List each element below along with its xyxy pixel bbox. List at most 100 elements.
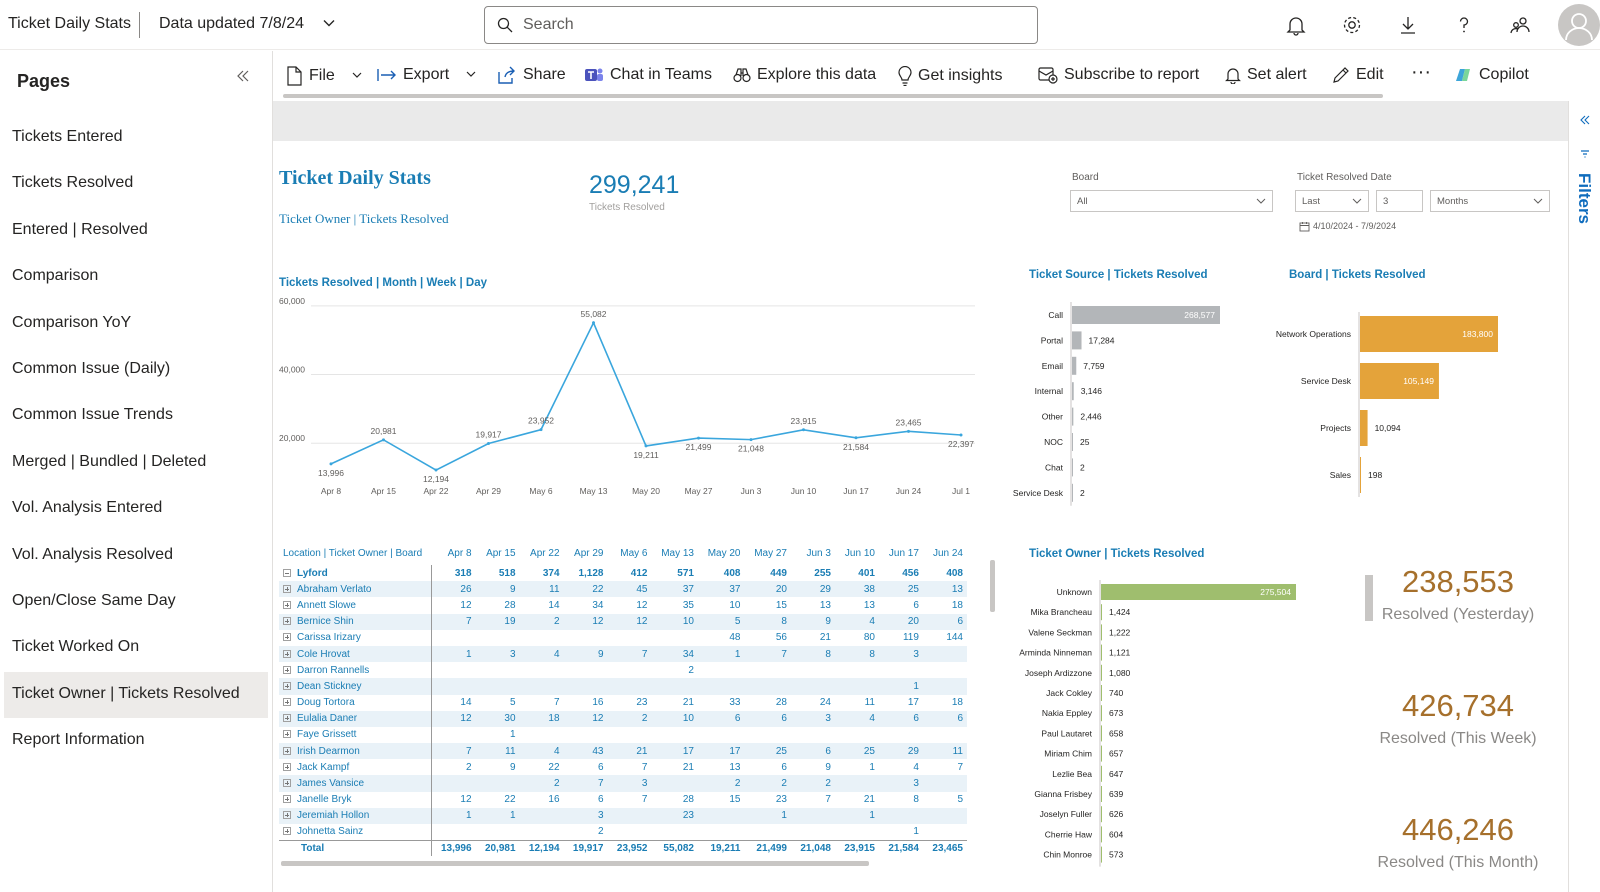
data-point[interactable]	[434, 468, 438, 472]
avatar[interactable]	[1558, 4, 1600, 46]
table-row[interactable]: Darron Rannells 2	[279, 662, 967, 679]
expand-icon[interactable]	[283, 795, 291, 804]
bar[interactable]	[1360, 457, 1361, 493]
matrix-column-header[interactable]: Apr 29	[574, 547, 604, 559]
expand-filters-icon[interactable]	[1580, 115, 1590, 125]
get-insights-button[interactable]: Get insights	[898, 66, 1002, 86]
bar[interactable]	[1072, 306, 1220, 324]
data-point[interactable]	[382, 438, 385, 442]
matrix-column-header[interactable]: May 27	[754, 547, 787, 559]
table-row[interactable]: Jeremiah Hollon 1 1 3 23 1 1	[279, 807, 967, 824]
matrix-total-row[interactable]: Total 13,996 20,981 12,194 19,917 23,952 55,08…	[279, 839, 967, 857]
expand-icon[interactable]	[283, 649, 291, 658]
toolbar-scrollbar[interactable]	[283, 94, 1383, 98]
page-item-ticket-owner-tickets-resolved[interactable]: Ticket Owner | Tickets Resolved	[0, 671, 268, 718]
page-item-comparison-yoy[interactable]: Comparison YoY	[12, 313, 132, 331]
export-menu[interactable]: Export	[377, 66, 477, 84]
page-item-open-close-same-day[interactable]: Open/Close Same Day	[12, 592, 176, 609]
page-item-merged-bundled-deleted[interactable]: Merged | Bundled | Deleted	[12, 452, 207, 470]
bar[interactable]	[1072, 483, 1073, 502]
search-input[interactable]	[523, 14, 1023, 36]
page-item-comparison[interactable]: Comparison	[12, 267, 99, 285]
file-menu[interactable]: File	[285, 66, 363, 86]
bar[interactable]	[1101, 584, 1296, 600]
table-row[interactable]: Annett Slowe 12 28 14 34 12 35 10 15 13 13 6 18	[279, 597, 967, 614]
page-item-common-issue-daily[interactable]: Common Issue (Daily)	[12, 360, 171, 377]
matrix-horizontal-scrollbar[interactable]	[281, 861, 869, 866]
matrix-column-header[interactable]: Jun 17	[888, 547, 919, 559]
matrix-column-header[interactable]: May 13	[661, 547, 694, 559]
app-title[interactable]: Ticket Daily Stats	[8, 15, 131, 32]
matrix-column-header[interactable]: Apr 22	[530, 547, 560, 559]
bar[interactable]	[1101, 806, 1102, 823]
table-row[interactable]: James Vansice 2 7 3 2 2 2 3	[279, 775, 967, 792]
edit-button[interactable]: Edit	[1332, 66, 1384, 84]
matrix-column-header[interactable]: Apr 15	[486, 547, 516, 559]
subscribe-button[interactable]: Subscribe to report	[1038, 66, 1199, 84]
bar[interactable]	[1072, 433, 1073, 451]
data-point[interactable]	[592, 321, 595, 325]
bar[interactable]	[1101, 685, 1102, 701]
table-row[interactable]: Carissa Irizary 48 56 21 80 119 144	[279, 629, 967, 646]
download-icon[interactable]	[1397, 14, 1419, 36]
bar[interactable]	[1360, 316, 1498, 352]
expand-icon[interactable]	[283, 730, 291, 739]
matrix-column-header[interactable]: Jun 10	[844, 547, 875, 559]
bar[interactable]	[1101, 705, 1102, 722]
help-icon[interactable]	[1453, 14, 1475, 36]
matrix-group-row[interactable]: Lyford 318 518 374 1,128 412 571 408 449 255 401 45…	[279, 565, 967, 582]
bar[interactable]	[1072, 356, 1077, 375]
bar[interactable]	[1101, 846, 1102, 863]
expand-icon[interactable]	[283, 811, 291, 820]
page-item-vol-analysis-resolved[interactable]: Vol. Analysis Resolved	[12, 545, 173, 563]
data-point[interactable]	[487, 442, 490, 446]
data-updated-label[interactable]: Data updated 7/8/24	[159, 15, 305, 32]
table-row[interactable]: Eulalia Daner 12 30 18 12 2 10 6 6 3 4 6 6	[279, 710, 967, 727]
matrix-column-header[interactable]: May 6	[620, 547, 648, 559]
page-item-entered-resolved[interactable]: Entered | Resolved	[12, 220, 148, 238]
bell-icon[interactable]	[1285, 14, 1307, 36]
page-item-tickets-entered[interactable]: Tickets Entered	[12, 128, 123, 145]
data-point[interactable]	[697, 436, 700, 440]
explore-data-button[interactable]: Explore this data	[733, 66, 876, 84]
data-point[interactable]	[907, 429, 910, 433]
chevron-down-icon[interactable]	[322, 16, 336, 30]
expand-icon[interactable]	[283, 665, 291, 674]
matrix-column-header[interactable]: Jun 24	[932, 547, 963, 559]
expand-icon[interactable]	[283, 746, 291, 755]
bar[interactable]	[1101, 725, 1102, 742]
expand-icon[interactable]	[283, 762, 291, 771]
matrix-column-header[interactable]: Jun 3	[806, 547, 831, 559]
bar[interactable]	[1360, 410, 1368, 446]
table-row[interactable]: Faye Grissett 1	[279, 726, 967, 744]
copilot-button[interactable]: Copilot	[1453, 66, 1529, 84]
table-row[interactable]: Johnetta Sainz 2 1	[279, 824, 967, 841]
set-alert-button[interactable]: Set alert	[1225, 66, 1307, 84]
page-item-report-information[interactable]: Report Information	[12, 731, 145, 749]
date-count-input[interactable]: 3	[1376, 190, 1423, 212]
matrix-row-header[interactable]: Location | Ticket Owner | Board	[283, 547, 423, 559]
expand-icon[interactable]	[283, 633, 291, 642]
bar[interactable]	[1101, 826, 1102, 843]
bar[interactable]	[1072, 331, 1082, 350]
more-options-button[interactable]: ···	[1411, 61, 1431, 84]
data-point[interactable]	[644, 444, 648, 448]
chat-in-teams-button[interactable]: Chat in Teams	[584, 66, 712, 84]
expand-icon[interactable]	[283, 698, 291, 707]
matrix-column-header[interactable]: May 20	[707, 547, 741, 559]
bar[interactable]	[1101, 644, 1102, 661]
data-point[interactable]	[802, 428, 805, 432]
data-point[interactable]	[854, 436, 858, 440]
filters-pane[interactable]: Filters	[1568, 101, 1600, 892]
data-point[interactable]	[959, 433, 963, 437]
bar[interactable]	[1101, 745, 1102, 762]
owner-chart-scrollbar[interactable]	[1365, 575, 1373, 621]
bar[interactable]	[1101, 624, 1102, 641]
gear-icon[interactable]	[1341, 14, 1363, 36]
bar[interactable]	[1101, 786, 1102, 802]
search-box[interactable]	[484, 6, 1038, 44]
expand-icon[interactable]	[283, 584, 291, 593]
expand-icon[interactable]	[283, 714, 291, 723]
expand-icon[interactable]	[283, 617, 291, 626]
table-row[interactable]: Doug Tortora 14 5 7 16 23 21 33 28 24 11 17 18	[279, 694, 967, 711]
